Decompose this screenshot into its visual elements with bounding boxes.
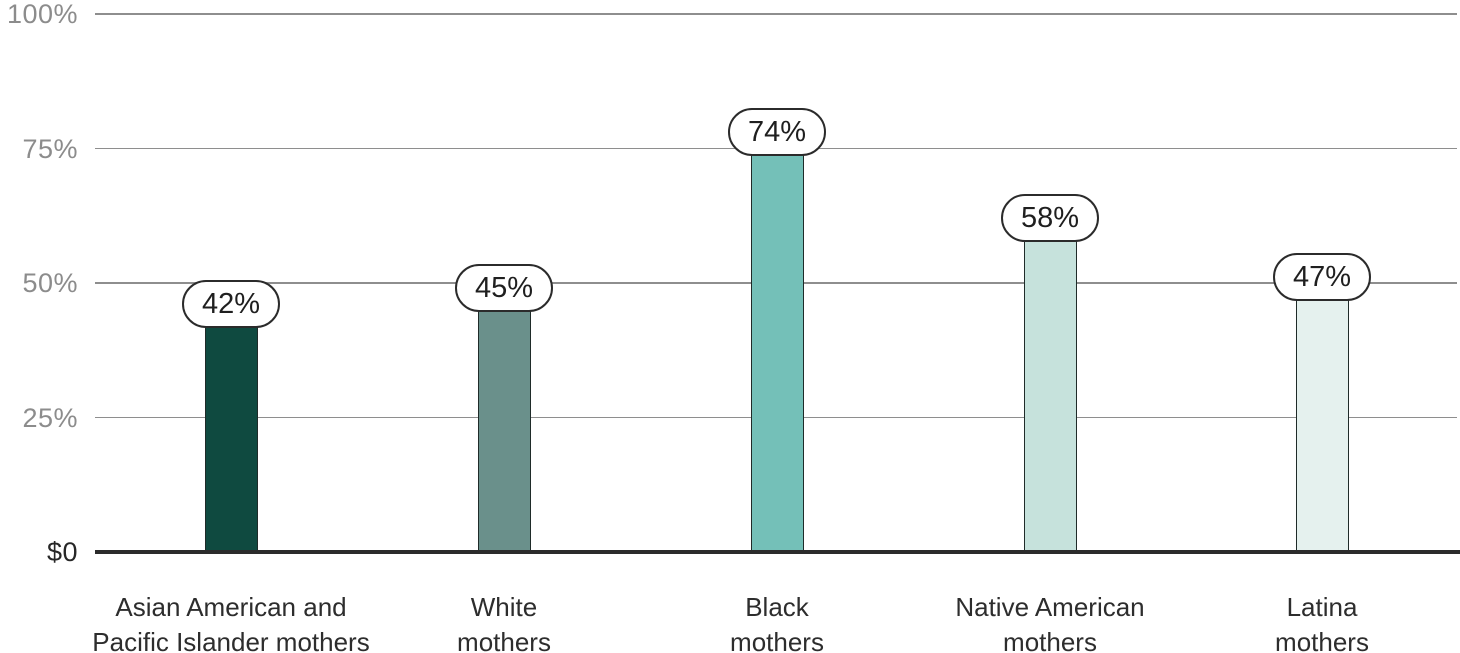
category-label-line: White — [470, 592, 538, 622]
category-label: Latina mothers — [1112, 590, 1460, 653]
value-label-text: 47% — [1292, 260, 1352, 293]
category-label-line: mothers — [730, 627, 824, 653]
category-label-line: Black — [745, 592, 809, 622]
y-axis-tick-label: $0 — [46, 537, 78, 567]
value-label-text: 45% — [474, 271, 534, 304]
value-label-text: 74% — [747, 115, 807, 148]
category-label-line: mothers — [457, 627, 551, 653]
gridline-100 — [95, 13, 1457, 15]
y-axis-tick-label: 100% — [6, 0, 78, 29]
category-label: White mothers — [294, 590, 714, 653]
x-axis-baseline — [95, 550, 1460, 554]
category-label: Asian American and Pacific Islander mothe… — [21, 590, 441, 653]
category-label-line: mothers — [1003, 627, 1097, 653]
value-label-text: 42% — [201, 287, 261, 320]
value-label-pill: 74% — [728, 108, 826, 156]
value-label-text: 58% — [1020, 201, 1080, 234]
y-axis-tick-label: 75% — [22, 133, 78, 164]
bar-1 — [477, 310, 531, 554]
category-label-line: Asian American and — [115, 592, 347, 622]
category-label-line: mothers — [1275, 627, 1369, 653]
bar-3 — [1023, 240, 1077, 554]
value-label-pill: 42% — [182, 280, 280, 328]
category-label-line: Latina — [1286, 592, 1358, 622]
y-axis-tick-label: 25% — [22, 402, 78, 433]
category-label: Black mothers — [567, 590, 987, 653]
value-label-pill: 58% — [1001, 194, 1099, 242]
bar-4 — [1295, 299, 1349, 554]
y-axis-tick-label: 50% — [22, 268, 78, 298]
category-label-line: Native American — [955, 592, 1145, 622]
value-label-pill: 47% — [1273, 253, 1371, 301]
bar-2 — [750, 154, 804, 554]
category-label: Native American mothers — [840, 590, 1260, 653]
category-label-line: Pacific Islander mothers — [92, 627, 370, 653]
value-label-pill: 45% — [455, 264, 553, 312]
bar-0 — [204, 326, 258, 554]
